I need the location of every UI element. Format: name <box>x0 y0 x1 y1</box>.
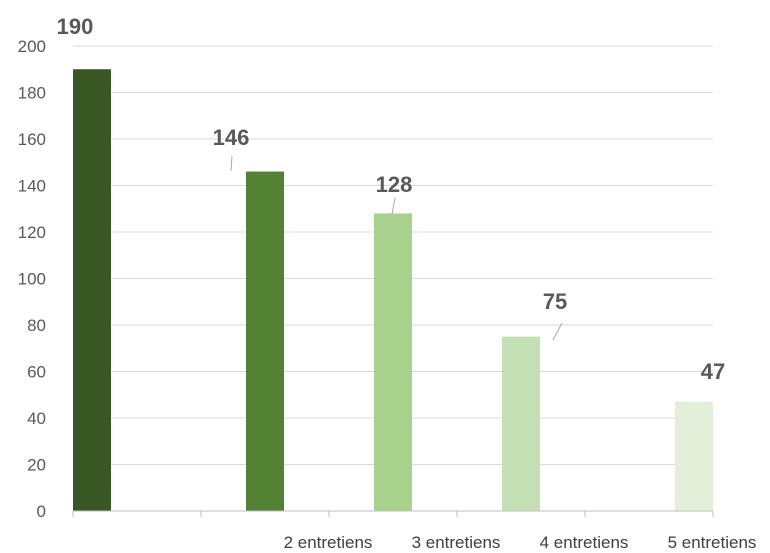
x-category-label: 4 entretiens <box>540 533 629 552</box>
data-label-leader-line <box>391 197 396 215</box>
bar <box>73 69 111 511</box>
data-label: 146 <box>213 125 250 150</box>
data-label: 75 <box>543 289 567 314</box>
x-category-label: 5 entretiens <box>668 533 757 552</box>
y-tick-label: 80 <box>27 316 46 335</box>
data-label-leader-line <box>230 155 233 172</box>
bar <box>502 336 540 511</box>
bar <box>675 401 713 511</box>
data-label-leader-line <box>552 322 563 341</box>
bars <box>73 69 713 512</box>
y-tick-label: 140 <box>18 177 46 196</box>
bar <box>246 171 284 512</box>
bar <box>374 213 412 511</box>
y-tick-label: 120 <box>18 223 46 242</box>
y-tick-label: 40 <box>27 409 46 428</box>
data-label: 47 <box>701 359 725 384</box>
y-tick-label: 100 <box>18 270 46 289</box>
y-tick-label: 0 <box>37 502 46 521</box>
y-axis-tick-labels: 0 20 40 60 80 100 120 140 160 180 200 <box>18 37 46 521</box>
y-tick-label: 160 <box>18 130 46 149</box>
data-label: 190 <box>57 14 94 39</box>
x-axis-category-labels: 2 entretiens 3 entretiens 4 entretiens 5 en… <box>284 533 757 552</box>
y-tick-label: 20 <box>27 456 46 475</box>
x-category-label: 2 entretiens <box>284 533 373 552</box>
x-category-label: 3 entretiens <box>412 533 501 552</box>
y-tick-label: 200 <box>18 37 46 56</box>
y-tick-label: 60 <box>27 363 46 382</box>
x-axis <box>72 510 714 517</box>
y-tick-label: 180 <box>18 84 46 103</box>
data-labels: 190 146 128 75 47 <box>57 14 726 384</box>
data-label: 128 <box>376 172 413 197</box>
